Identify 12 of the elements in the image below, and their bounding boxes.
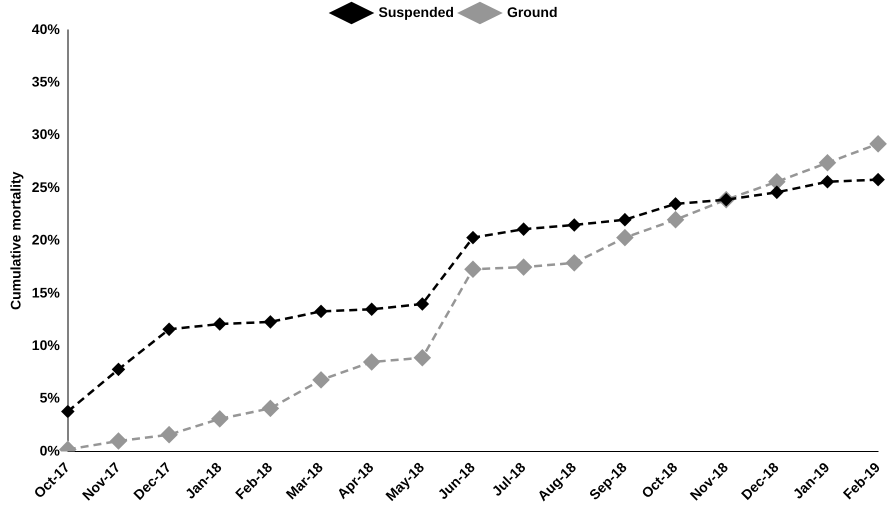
y-tick-label: 20%	[32, 232, 60, 248]
y-axis-title: Cumulative mortality	[7, 171, 24, 310]
y-tick-label: 30%	[32, 126, 60, 142]
y-tick-label: 25%	[32, 178, 60, 195]
y-tick-label: 5%	[40, 390, 60, 406]
legend-label: Suspended	[378, 4, 454, 20]
y-tick-label: 10%	[32, 337, 60, 354]
y-tick-label: 0%	[40, 442, 60, 458]
legend-label: Ground	[506, 4, 558, 20]
y-tick-label: 15%	[32, 284, 60, 300]
y-tick-label: 40%	[32, 20, 60, 37]
y-tick-label: 35%	[32, 74, 60, 90]
